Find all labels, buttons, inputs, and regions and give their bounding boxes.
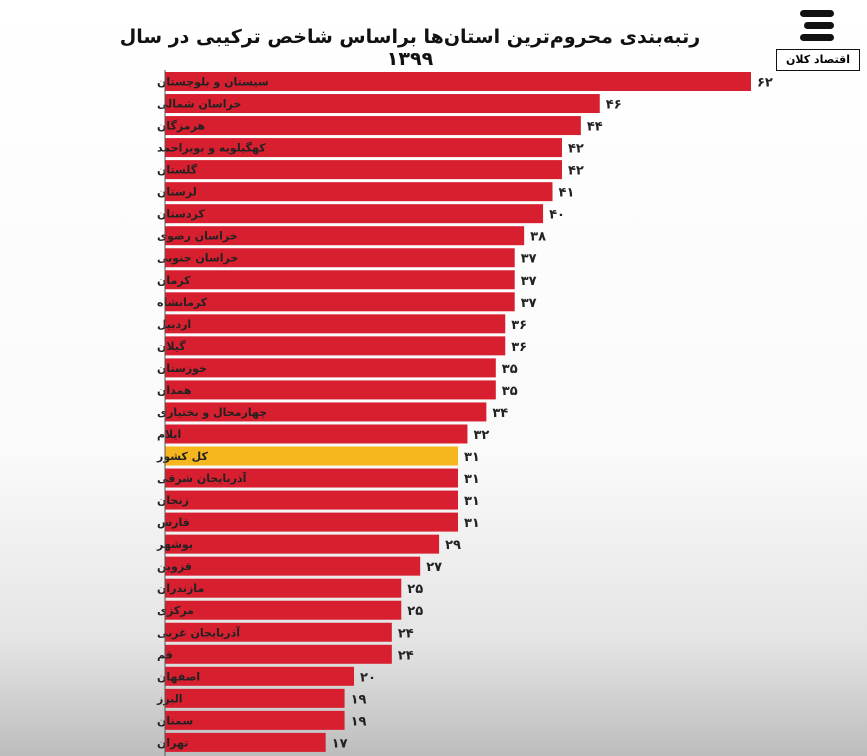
- category-label: گلستان: [157, 164, 198, 177]
- bar: [165, 732, 326, 752]
- bar: [165, 358, 496, 378]
- category-label: مرکزی: [157, 604, 194, 617]
- bar-highlight: [165, 446, 458, 466]
- category-label: چهارمحال و بختیاری: [157, 406, 267, 419]
- value-label: ۴۰: [549, 208, 565, 223]
- bar: [165, 402, 487, 422]
- category-label: اصفهان: [157, 670, 200, 683]
- value-label: ۲۴: [398, 648, 414, 663]
- category-label: البرز: [156, 692, 183, 705]
- bar: [165, 666, 355, 686]
- category-label: کرمانشاه: [157, 296, 208, 309]
- value-label: ۱۹: [351, 714, 367, 729]
- category-label: خوزستان: [157, 362, 207, 375]
- value-label: ۲۵: [407, 582, 423, 597]
- category-label: بوشهر: [156, 538, 193, 551]
- category-label: هرمزگان: [157, 120, 205, 133]
- category-label: آذربایجان غربی: [157, 625, 240, 639]
- bar: [165, 72, 751, 91]
- bar: [165, 116, 581, 136]
- value-label: ۴۴: [587, 120, 603, 135]
- bar: [165, 160, 562, 180]
- category-label: خراسان رضوی: [157, 230, 238, 243]
- value-label: ۶۲: [757, 76, 773, 91]
- value-label: ۳۷: [521, 296, 537, 311]
- category-label: آذربایجان شرقی: [157, 471, 247, 485]
- value-label: ۱۷: [332, 736, 348, 751]
- value-label: ۳۵: [502, 384, 518, 399]
- value-label: ۲۹: [445, 538, 461, 553]
- bar: [165, 270, 515, 290]
- value-label: ۳۴: [492, 406, 508, 421]
- category-label: گیلان: [157, 340, 186, 353]
- bar: [165, 622, 392, 642]
- value-label: ۲۴: [398, 626, 414, 641]
- bar: [165, 336, 506, 356]
- value-label: ۱۹: [351, 692, 367, 707]
- bar: [165, 600, 402, 620]
- bar: [165, 182, 553, 202]
- category-label: سیستان و بلوچستان: [157, 76, 269, 89]
- category-label: کردستان: [157, 208, 205, 221]
- bar: [165, 314, 506, 334]
- value-label: ۳۶: [511, 318, 527, 333]
- bar: [165, 138, 562, 158]
- value-label: ۲۷: [426, 560, 442, 575]
- category-label: مازندران: [157, 582, 204, 595]
- value-label: ۳۶: [511, 340, 527, 355]
- value-label: ۴۲: [568, 142, 584, 157]
- brand-logo: اقتصاد کلان: [776, 8, 862, 74]
- value-label: ۳۸: [530, 230, 546, 245]
- bar: [165, 556, 421, 576]
- bar: [165, 578, 402, 598]
- bar: [165, 226, 525, 246]
- value-label: ۲۵: [407, 604, 423, 619]
- category-label: همدان: [157, 384, 192, 397]
- bar: [165, 292, 515, 312]
- category-label: فارس: [157, 516, 190, 529]
- bar: [165, 468, 458, 488]
- striped-logo-icon: [800, 10, 834, 41]
- category-label: اردبیل: [157, 318, 191, 331]
- value-label: ۳۲: [473, 428, 489, 443]
- category-label: تهران: [157, 736, 188, 749]
- category-label: قزوین: [157, 560, 192, 573]
- value-label: ۴۶: [606, 98, 622, 113]
- category-label: خراسان جنوبی: [157, 252, 238, 265]
- brand-logo-text: اقتصاد کلان: [776, 49, 860, 71]
- bar: [165, 94, 600, 114]
- bar: [165, 710, 345, 730]
- bar: [165, 688, 345, 708]
- value-label: ۳۱: [464, 472, 480, 487]
- bar: [165, 424, 468, 444]
- bar: [165, 644, 392, 664]
- value-label: ۳۷: [521, 252, 537, 267]
- category-label: سمنان: [157, 714, 193, 727]
- value-label: ۳۱: [464, 450, 480, 465]
- category-label: کهگیلویه و بویراحمد: [157, 142, 266, 155]
- value-label: ۳۷: [521, 274, 537, 289]
- category-label: کل کشور: [156, 450, 208, 463]
- value-label: ۳۱: [464, 494, 480, 509]
- category-label: لرستان: [157, 186, 197, 199]
- chart-title: رتبه‌بندی محروم‌ترین استان‌ها براساس شاخ…: [119, 26, 701, 70]
- value-label: ۴۱: [559, 186, 575, 201]
- value-label: ۳۱: [464, 516, 480, 531]
- value-label: ۳۵: [502, 362, 518, 377]
- category-label: کرمان: [157, 274, 191, 287]
- bar: [165, 490, 458, 510]
- category-label: زنجان: [157, 494, 189, 507]
- bar: [165, 204, 544, 224]
- bar: [165, 534, 440, 554]
- value-label: ۴۲: [568, 164, 584, 179]
- bar: [165, 512, 458, 532]
- value-label: ۲۰: [360, 670, 376, 685]
- bar: [165, 248, 515, 268]
- category-label: ایلام: [157, 428, 181, 441]
- bar: [165, 380, 496, 400]
- category-label: خراسان شمالی: [157, 98, 241, 111]
